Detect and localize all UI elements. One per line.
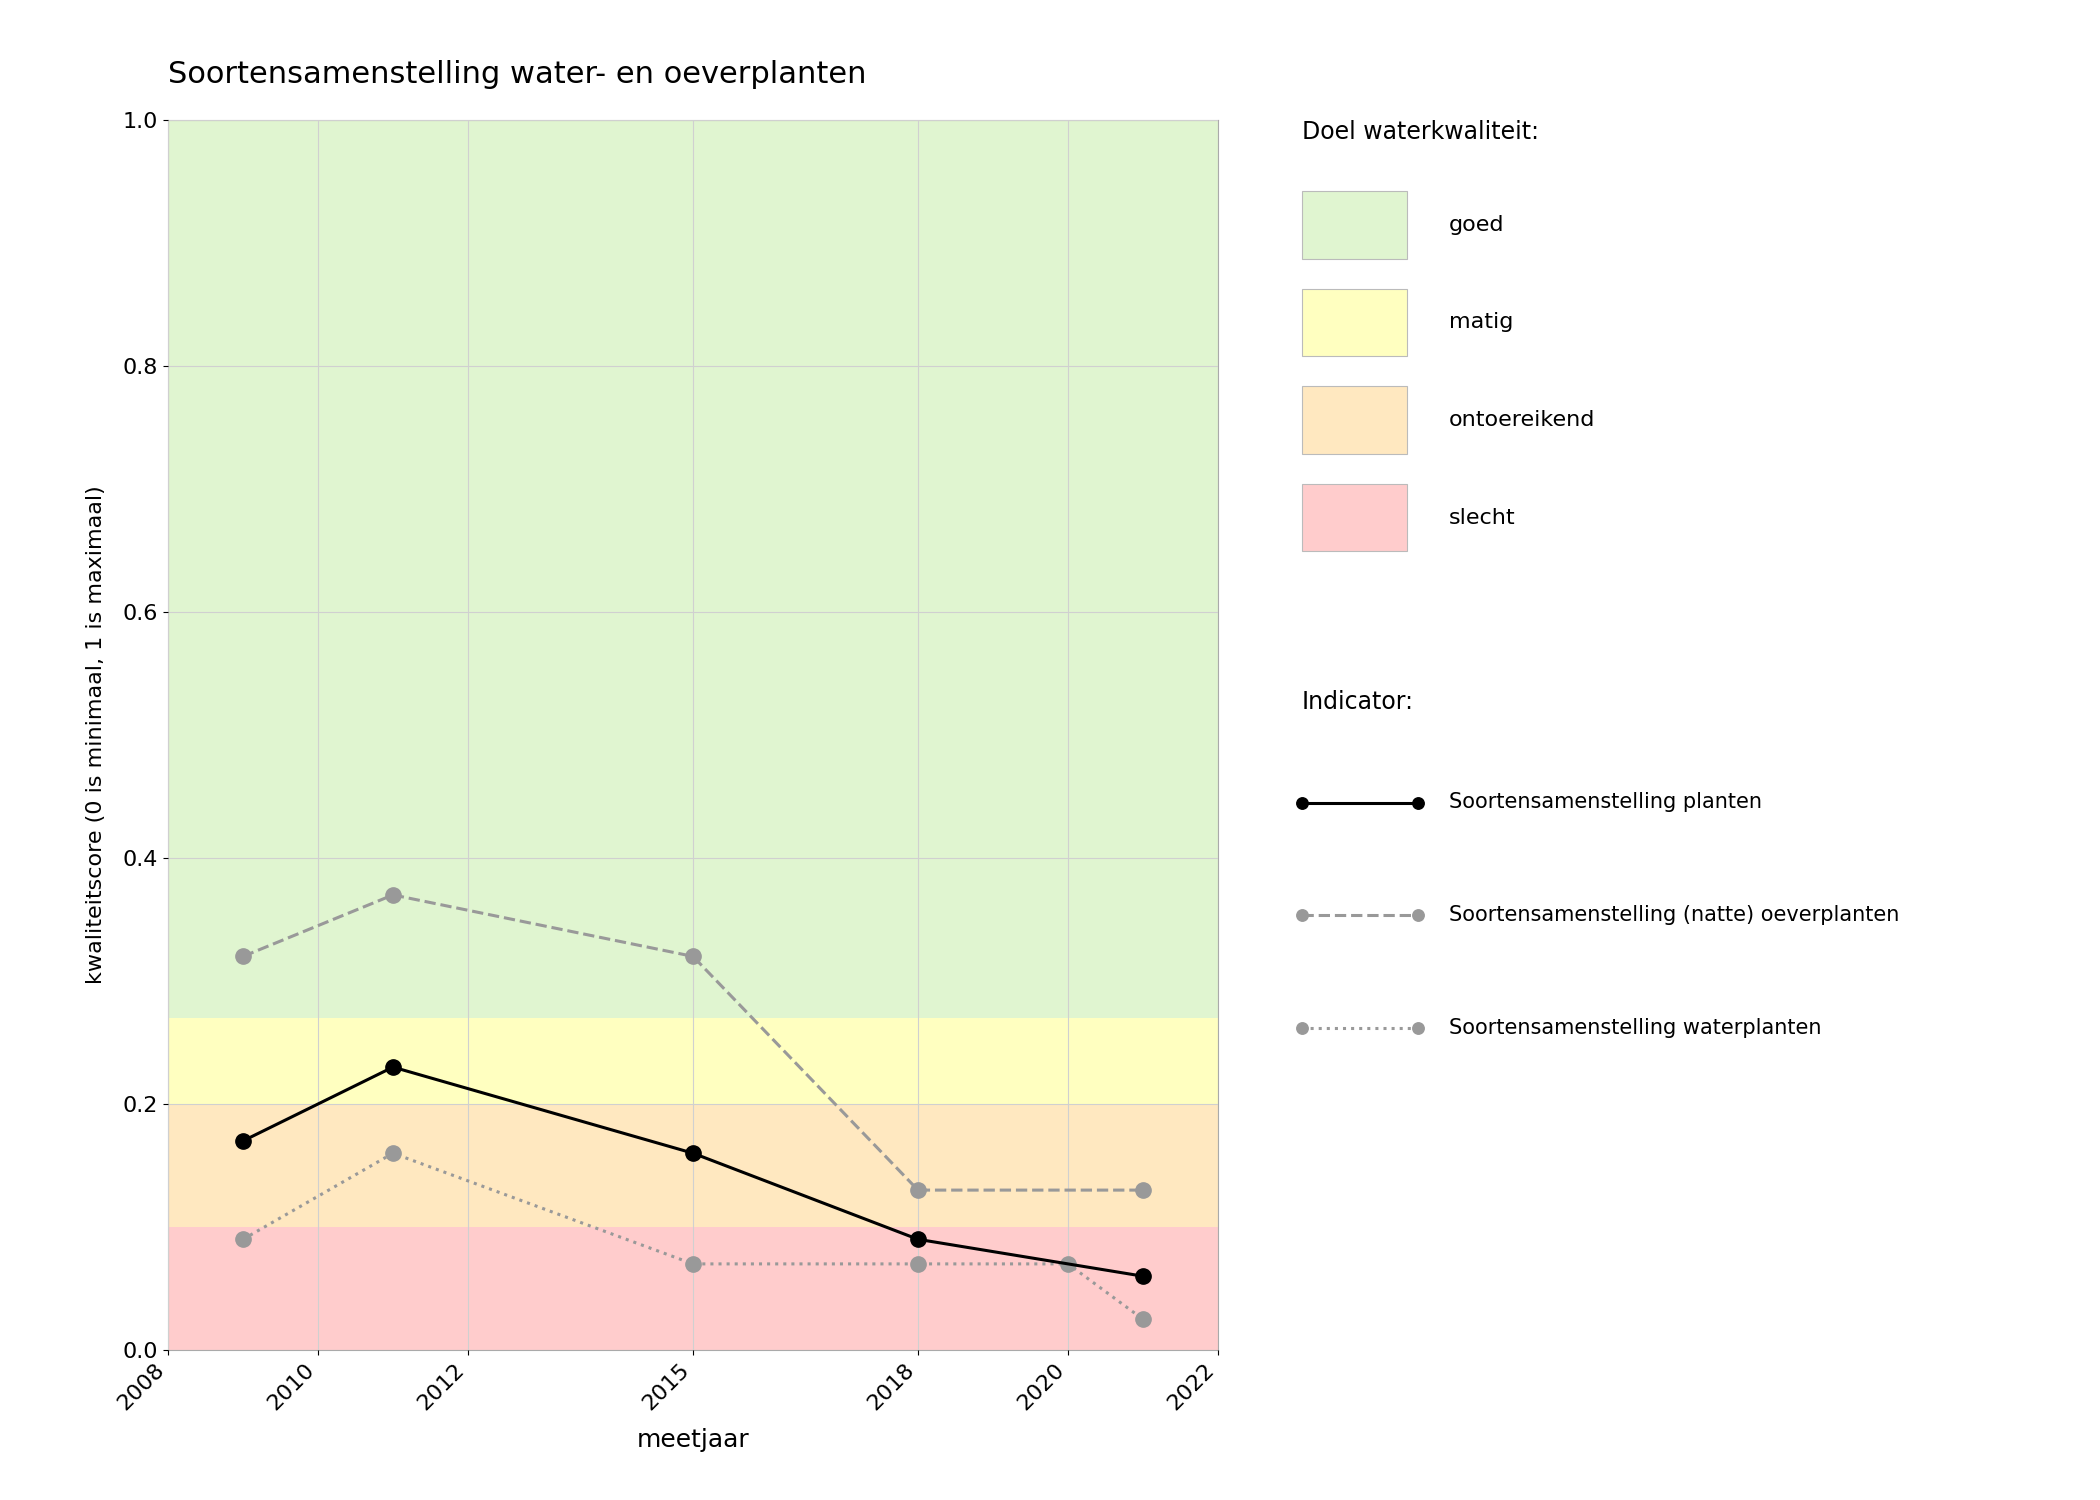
Bar — [168, 1019, 1218, 1104]
Bar — [168, 1104, 1218, 1227]
Text: Soortensamenstelling water- en oeverplanten: Soortensamenstelling water- en oeverplan… — [168, 60, 867, 88]
Text: Indicator:: Indicator: — [1302, 690, 1413, 714]
Text: slecht: slecht — [1449, 507, 1516, 528]
Text: Soortensamenstelling (natte) oeverplanten: Soortensamenstelling (natte) oeverplante… — [1449, 904, 1898, 926]
Text: Soortensamenstelling waterplanten: Soortensamenstelling waterplanten — [1449, 1017, 1821, 1038]
Text: ontoereikend: ontoereikend — [1449, 410, 1596, 430]
Text: matig: matig — [1449, 312, 1514, 333]
Bar — [168, 1227, 1218, 1350]
Bar — [168, 120, 1218, 1019]
Text: Soortensamenstelling planten: Soortensamenstelling planten — [1449, 792, 1762, 813]
Text: Doel waterkwaliteit:: Doel waterkwaliteit: — [1302, 120, 1539, 144]
X-axis label: meetjaar: meetjaar — [636, 1428, 750, 1452]
Text: goed: goed — [1449, 214, 1504, 236]
Y-axis label: kwaliteitscore (0 is minimaal, 1 is maximaal): kwaliteitscore (0 is minimaal, 1 is maxi… — [86, 486, 107, 984]
